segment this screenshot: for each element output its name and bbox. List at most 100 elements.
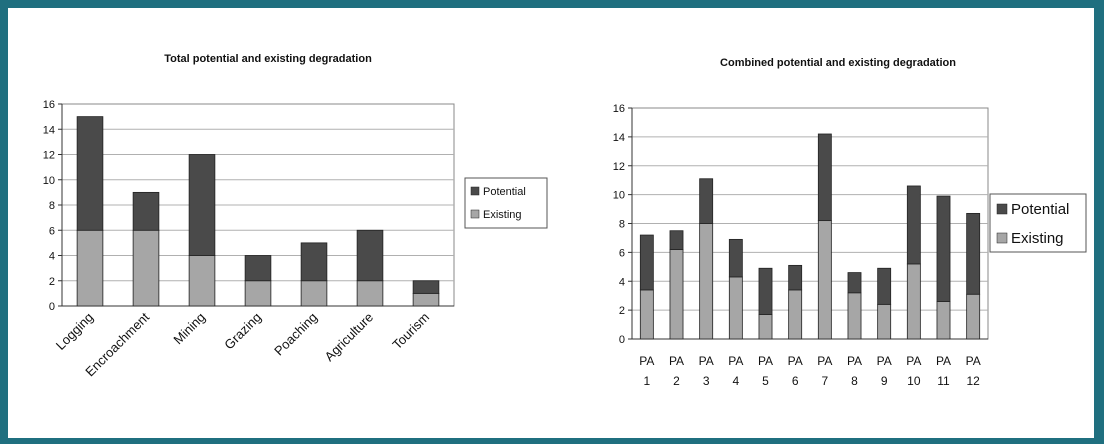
y-tick-label: 2 <box>619 305 625 317</box>
bar-potential <box>356 229 384 282</box>
y-tick-label: 6 <box>619 247 625 259</box>
bar-existing <box>300 280 328 307</box>
bar-potential <box>877 267 892 305</box>
x-tick-label: PA <box>966 354 981 368</box>
chart1-bars <box>76 116 440 307</box>
bar-existing <box>412 292 440 307</box>
y-tick-label: 14 <box>43 124 55 136</box>
bar-potential <box>132 191 160 231</box>
bar-potential <box>936 195 951 302</box>
y-tick-label: 8 <box>619 219 625 231</box>
x-tick-label: PA <box>847 354 862 368</box>
x-tick-label: Mining <box>170 310 208 348</box>
bar-potential <box>188 154 216 256</box>
x-tick-label: Tourism <box>389 310 432 353</box>
x-tick-label: PA <box>758 354 773 368</box>
chart1-legend-swatch-existing <box>470 209 480 219</box>
x-tick-label: PA <box>699 354 714 368</box>
y-tick-label: 8 <box>49 200 55 212</box>
bar-potential <box>788 264 803 291</box>
bar-existing <box>639 289 654 340</box>
bar-existing <box>132 229 160 307</box>
y-tick-label: 6 <box>49 225 55 237</box>
x-tick-label: Grazing <box>221 310 264 353</box>
x-tick-label: 8 <box>851 374 858 388</box>
bar-potential <box>300 242 328 282</box>
chart1-legend: Potential Existing <box>464 177 548 229</box>
x-tick-label: 6 <box>792 374 799 388</box>
bar-potential <box>817 133 832 222</box>
y-tick-label: 16 <box>43 99 55 111</box>
bar-potential <box>76 116 104 231</box>
chart1-legend-label-existing: Existing <box>483 209 522 221</box>
bar-existing <box>817 220 832 340</box>
chart1-legend-label-potential: Potential <box>483 186 526 198</box>
x-tick-label: 9 <box>881 374 888 388</box>
bar-existing <box>936 301 951 340</box>
bar-existing <box>244 280 272 307</box>
bar-potential <box>639 234 654 291</box>
bar-potential <box>244 255 272 282</box>
y-tick-label: 12 <box>43 150 55 162</box>
chart2-legend-swatch-potential <box>996 203 1008 215</box>
x-tick-label: PA <box>788 354 803 368</box>
bar-potential <box>728 238 743 278</box>
chart1-legend-swatch-potential <box>470 186 480 196</box>
x-tick-label: 7 <box>821 374 828 388</box>
chart1-legend-box <box>464 177 548 229</box>
bar-existing <box>847 292 862 340</box>
x-tick-label: Poaching <box>271 310 320 359</box>
x-tick-label: PA <box>669 354 684 368</box>
chart2-legend-label-potential: Potential <box>1011 201 1069 218</box>
chart-total-degradation: Total potential and existing degradation… <box>43 53 548 379</box>
x-tick-label: 12 <box>966 374 980 388</box>
y-tick-label: 10 <box>43 175 55 187</box>
x-tick-label: PA <box>936 354 951 368</box>
y-tick-label: 14 <box>613 132 625 144</box>
bar-potential <box>906 185 921 265</box>
bar-existing <box>699 223 714 340</box>
x-tick-label: PA <box>906 354 921 368</box>
bar-existing <box>669 249 684 340</box>
x-tick-label: 3 <box>703 374 710 388</box>
bar-existing <box>966 293 981 340</box>
bar-existing <box>188 255 216 307</box>
x-tick-label: PA <box>728 354 743 368</box>
bar-existing <box>728 276 743 340</box>
y-tick-label: 0 <box>619 334 625 346</box>
x-tick-label: PA <box>639 354 654 368</box>
bar-potential <box>758 267 773 315</box>
bar-existing <box>906 263 921 340</box>
bar-potential <box>412 280 440 294</box>
chart2-legend-label-existing: Existing <box>1011 230 1064 247</box>
x-tick-label: 4 <box>732 374 739 388</box>
bar-existing <box>877 303 892 340</box>
x-tick-label: PA <box>877 354 892 368</box>
bar-existing <box>788 289 803 340</box>
chart2-bars <box>639 133 981 340</box>
y-tick-label: 0 <box>49 301 55 313</box>
bar-existing <box>356 280 384 307</box>
bar-potential <box>699 178 714 224</box>
x-tick-label: Agriculture <box>322 310 377 365</box>
bar-potential <box>847 272 862 294</box>
x-tick-label: 5 <box>762 374 769 388</box>
chart-combined-degradation: Combined potential and existing degradat… <box>613 57 1087 388</box>
bar-potential <box>966 212 981 295</box>
y-tick-label: 4 <box>619 276 625 288</box>
bar-existing <box>758 314 773 340</box>
y-tick-label: 10 <box>613 190 625 202</box>
chart2-x-axis-ticks: PA 1 PA 2 PA 3 PA 4 PA 5 PA 6 PA 7 PA 8 PA 9 PA 10 PA 11 PA 12 <box>639 354 980 388</box>
y-tick-label: 2 <box>49 276 55 288</box>
x-tick-label: 11 <box>937 374 950 388</box>
x-tick-label: PA <box>817 354 832 368</box>
chart1-title: Total potential and existing degradation <box>164 53 372 65</box>
bar-potential <box>669 230 684 250</box>
chart2-y-axis-ticks: 0 2 4 6 8 10 12 14 16 <box>613 103 988 346</box>
chart2-legend-swatch-existing <box>996 232 1008 244</box>
chart2-legend: Potential Existing <box>989 193 1087 253</box>
x-tick-label: 10 <box>907 374 921 388</box>
y-tick-label: 12 <box>613 161 625 173</box>
